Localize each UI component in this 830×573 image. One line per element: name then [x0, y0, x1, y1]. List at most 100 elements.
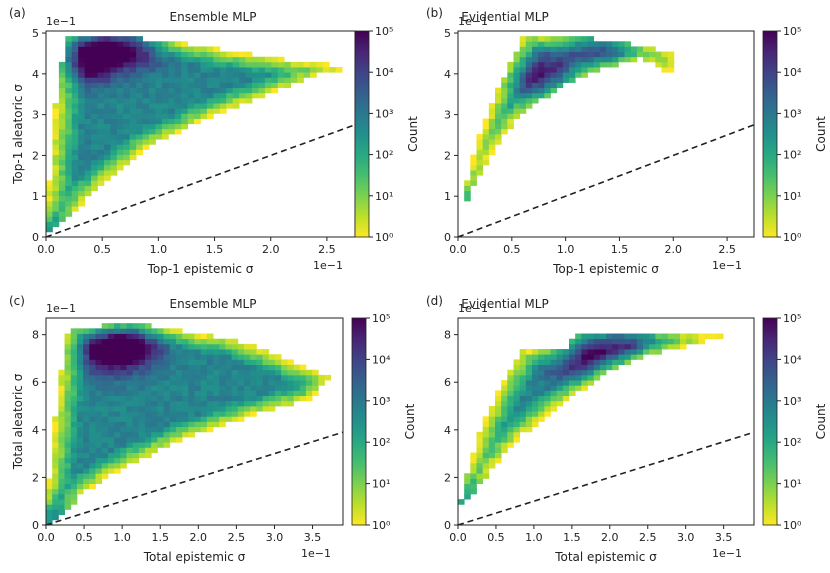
heatmap-cell: [181, 46, 189, 52]
heatmap-cell: [161, 87, 169, 94]
heatmap-cell: [52, 483, 59, 490]
heatmap-cell: [575, 333, 582, 340]
heatmap-cell: [200, 421, 208, 428]
heatmap-cell: [132, 359, 140, 365]
heatmap-cell: [132, 411, 140, 417]
heatmap-cell: [194, 364, 202, 371]
heatmap-cell: [532, 416, 539, 422]
heatmap-cell: [52, 159, 60, 166]
heatmap-cell: [65, 118, 73, 125]
heatmap-cell: [76, 426, 84, 433]
heatmap-cell: [599, 333, 607, 340]
heatmap-cell: [151, 333, 158, 340]
heatmap-cell: [519, 51, 527, 58]
heatmap-cell: [312, 369, 319, 376]
heatmap-cell: [78, 118, 86, 125]
x-tick-label: 0.0: [37, 243, 55, 256]
heatmap-cell: [157, 405, 164, 412]
heatmap-cell: [525, 41, 533, 47]
heatmap-cell: [219, 411, 226, 417]
heatmap-cell: [513, 395, 521, 402]
x-axis-label: Top-1 epistemic σ: [147, 262, 254, 276]
heatmap-cell: [316, 67, 324, 73]
heatmap-cell: [200, 349, 208, 355]
heatmap-cell: [138, 380, 146, 386]
heatmap-cell: [544, 374, 551, 381]
heatmap-cell: [488, 411, 496, 417]
heatmap-cell: [116, 118, 124, 125]
heatmap-cell: [562, 369, 570, 376]
heatmap-cell: [78, 108, 86, 114]
heatmap-cell: [70, 395, 78, 402]
heatmap-cell: [213, 77, 221, 83]
heatmap-cell: [64, 452, 72, 459]
heatmap-cell: [129, 123, 137, 130]
heatmap-cell: [123, 41, 131, 47]
heatmap-cell: [501, 431, 508, 438]
heatmap-cell: [169, 338, 177, 345]
heatmap-cell: [519, 61, 527, 68]
heatmap-cell: [89, 338, 96, 345]
heatmap-cell: [65, 170, 73, 176]
heatmap-cell: [507, 369, 514, 376]
heatmap-cell: [114, 452, 121, 459]
heatmap-cell: [83, 473, 90, 479]
heatmap-cell: [495, 134, 502, 140]
y-tick-label: 8: [444, 329, 451, 342]
heatmap-cell: [97, 180, 105, 186]
heatmap-cell: [513, 82, 521, 89]
heatmap-cell: [83, 364, 90, 371]
heatmap-cell: [163, 385, 171, 391]
heatmap-cell: [142, 123, 150, 130]
heatmap-cell: [636, 354, 644, 360]
heatmap-cell: [70, 421, 78, 428]
heatmap-cell: [219, 92, 227, 99]
heatmap-cell: [219, 61, 227, 68]
chart-title: Evidential MLP: [461, 10, 548, 24]
heatmap-cell: [89, 390, 96, 397]
heatmap-cell: [129, 61, 137, 68]
heatmap-cell: [123, 61, 131, 68]
heatmap-cell: [149, 82, 156, 89]
heatmap-cell: [101, 473, 109, 479]
heatmap-cell: [95, 338, 103, 345]
heatmap-cell: [200, 354, 208, 360]
heatmap-cell: [206, 67, 214, 73]
heatmap-cell: [58, 180, 66, 186]
y-tick-label: 6: [444, 376, 451, 389]
heatmap-cell: [182, 338, 189, 345]
heatmap-cell: [219, 72, 227, 78]
heatmap-cell: [116, 164, 124, 171]
heatmap-cell: [245, 82, 253, 89]
heatmap-cell: [482, 421, 490, 428]
heatmap-cell: [507, 82, 514, 89]
heatmap-cell: [525, 421, 533, 428]
heatmap-cell: [206, 51, 214, 58]
heatmap-cell: [556, 380, 564, 386]
heatmap-cell: [680, 338, 687, 345]
heatmap-cell: [71, 108, 79, 114]
heatmap-cell: [175, 359, 183, 365]
heatmap-cell: [136, 46, 143, 52]
heatmap-cell: [593, 333, 601, 340]
heatmap-cell: [175, 400, 183, 407]
heatmap-cell: [107, 457, 115, 464]
heatmap-cell: [569, 46, 576, 52]
heatmap-cell: [281, 364, 288, 371]
heatmap-cell: [174, 128, 182, 135]
heatmap-cell: [126, 390, 134, 397]
heatmap-cell: [70, 400, 78, 407]
heatmap-cell: [142, 92, 150, 99]
heatmap-cell: [174, 51, 182, 58]
heatmap-cell: [532, 369, 539, 376]
heatmap-cell: [110, 154, 118, 161]
heatmap-cell: [624, 359, 632, 365]
heatmap-cell: [569, 72, 576, 78]
heatmap-cell: [507, 385, 514, 391]
x-tick-label: 0.5: [487, 531, 505, 544]
heatmap-cell: [89, 328, 96, 334]
heatmap-cell: [91, 92, 98, 99]
heatmap-cell: [206, 113, 214, 119]
heatmap-cell: [293, 374, 301, 381]
heatmap-cell: [507, 374, 514, 381]
